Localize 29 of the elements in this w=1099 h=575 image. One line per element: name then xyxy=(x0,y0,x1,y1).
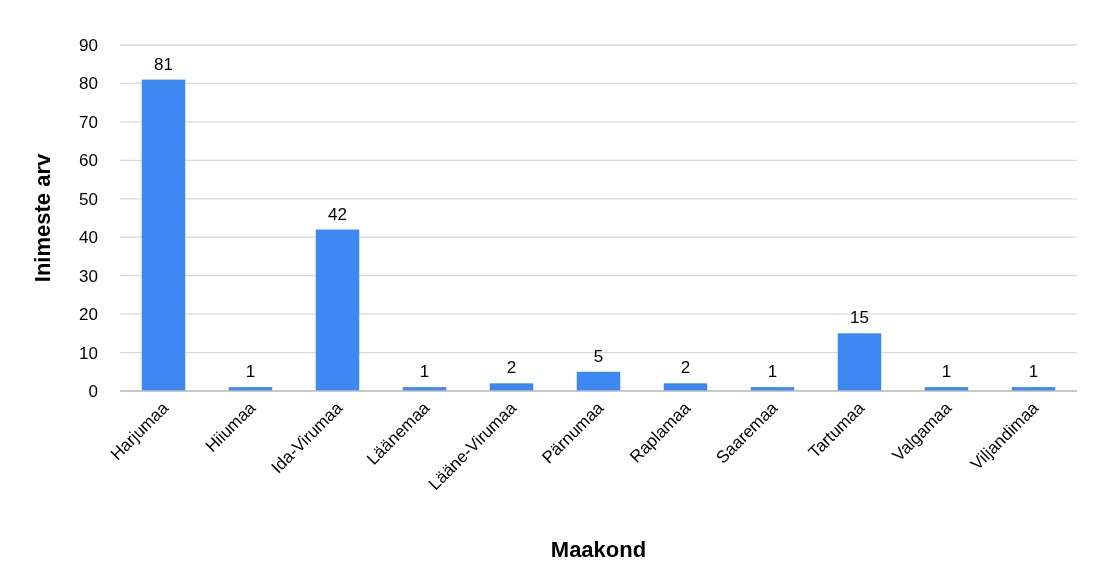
y-tick-label: 50 xyxy=(79,189,98,209)
data-label: 1 xyxy=(1028,362,1039,382)
bar xyxy=(663,383,708,391)
data-label: 2 xyxy=(506,358,517,378)
data-label: 5 xyxy=(593,346,604,366)
y-tick-label: 40 xyxy=(79,228,98,248)
bar xyxy=(837,333,882,391)
y-tick-label: 0 xyxy=(88,381,98,401)
y-tick-label: 30 xyxy=(79,266,98,286)
y-tick-label: 80 xyxy=(79,74,98,94)
data-label: 15 xyxy=(850,308,869,328)
data-label: 1 xyxy=(245,362,256,382)
data-label: 81 xyxy=(154,54,173,74)
x-axis-title: Maakond xyxy=(550,537,647,562)
y-axis-title: Inimeste arv xyxy=(30,153,55,283)
data-label: 1 xyxy=(941,362,952,382)
y-tick-label: 70 xyxy=(79,112,98,132)
y-tick-label: 90 xyxy=(79,35,98,55)
data-label: 1 xyxy=(419,362,430,382)
bar xyxy=(576,371,621,391)
y-tick-label: 60 xyxy=(79,151,98,171)
bar xyxy=(141,79,186,391)
data-label: 42 xyxy=(328,204,347,224)
data-label: 1 xyxy=(767,362,778,382)
bar xyxy=(315,229,360,391)
y-tick-label: 20 xyxy=(79,305,98,325)
data-label: 2 xyxy=(680,358,691,378)
y-tick-label: 10 xyxy=(79,343,98,363)
bar xyxy=(489,383,534,391)
